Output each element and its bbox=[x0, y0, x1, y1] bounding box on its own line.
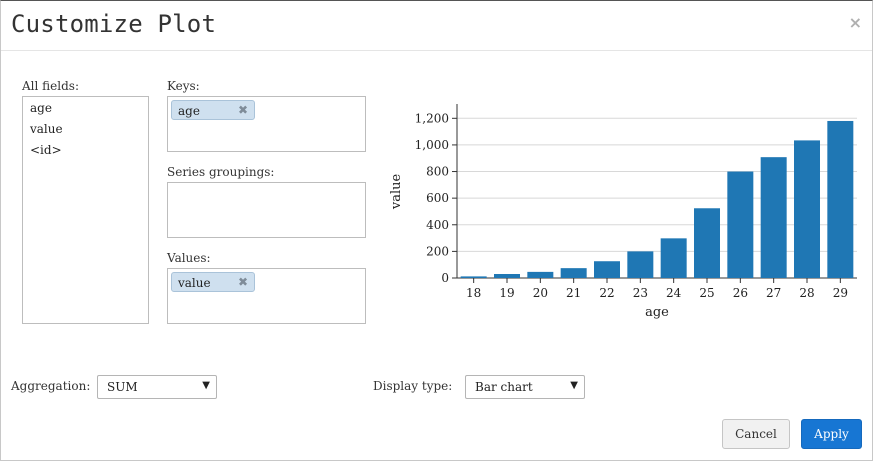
bar bbox=[460, 276, 487, 278]
aggregation-label: Aggregation: bbox=[11, 379, 91, 393]
y-tick-label: 0 bbox=[441, 271, 449, 285]
chevron-down-icon: ▼ bbox=[202, 380, 210, 391]
y-tick-label: 200 bbox=[426, 244, 449, 258]
chip-label: age bbox=[178, 104, 200, 118]
chip-label: value bbox=[178, 276, 211, 290]
close-icon[interactable]: × bbox=[848, 13, 862, 32]
apply-button[interactable]: Apply bbox=[801, 419, 862, 449]
field-item-id[interactable]: <id> bbox=[30, 143, 62, 157]
bar bbox=[827, 120, 854, 278]
series-groupings-dropzone[interactable] bbox=[167, 182, 366, 238]
x-tick-label: 19 bbox=[499, 286, 514, 300]
chevron-down-icon: ▼ bbox=[570, 380, 578, 391]
x-tick-label: 20 bbox=[533, 286, 548, 300]
keys-chip-age[interactable]: age ✖ bbox=[171, 100, 255, 120]
x-tick-label: 23 bbox=[633, 286, 648, 300]
dialog-header: Customize Plot × bbox=[1, 1, 872, 51]
display-type-select[interactable]: Bar chart ▼ bbox=[465, 375, 585, 399]
bar bbox=[727, 171, 754, 278]
bar bbox=[760, 157, 787, 278]
y-tick-label: 1,000 bbox=[415, 138, 449, 152]
field-item-age[interactable]: age bbox=[30, 101, 52, 115]
remove-icon[interactable]: ✖ bbox=[237, 275, 248, 289]
series-groupings-label: Series groupings: bbox=[167, 165, 275, 179]
bar bbox=[594, 261, 620, 278]
remove-icon[interactable]: ✖ bbox=[237, 103, 248, 117]
x-tick-label: 29 bbox=[833, 286, 848, 300]
all-fields-list[interactable]: age value <id> bbox=[22, 96, 149, 324]
cancel-button[interactable]: Cancel bbox=[722, 419, 790, 449]
y-tick-label: 800 bbox=[426, 165, 449, 179]
bar bbox=[694, 208, 720, 278]
values-chip-value[interactable]: value ✖ bbox=[171, 272, 255, 292]
bar bbox=[627, 251, 654, 278]
bar bbox=[494, 274, 520, 278]
y-tick-label: 400 bbox=[426, 218, 449, 232]
dialog-title: Customize Plot bbox=[11, 10, 217, 38]
bar bbox=[560, 268, 587, 278]
keys-dropzone[interactable]: age ✖ bbox=[167, 96, 366, 152]
x-tick-label: 26 bbox=[733, 286, 748, 300]
bar bbox=[660, 238, 687, 278]
bar bbox=[527, 271, 554, 278]
values-label: Values: bbox=[167, 251, 211, 265]
y-tick-label: 1,200 bbox=[415, 111, 449, 125]
all-fields-label: All fields: bbox=[22, 79, 79, 93]
display-type-value: Bar chart bbox=[475, 380, 533, 394]
x-tick-label: 21 bbox=[566, 286, 581, 300]
field-item-value[interactable]: value bbox=[30, 122, 63, 136]
bar-chart: 0 200 400 600 800 1,000 1,200 18 19 20 21 22 23 24 25 2… bbox=[389, 104, 857, 320]
y-tick-label: 600 bbox=[426, 191, 449, 205]
x-axis-label: age bbox=[645, 305, 669, 320]
display-type-label: Display type: bbox=[373, 379, 453, 393]
x-tick-label: 28 bbox=[799, 286, 814, 300]
x-tick-label: 25 bbox=[699, 286, 714, 300]
x-tick-label: 18 bbox=[466, 286, 481, 300]
x-tick-label: 22 bbox=[599, 286, 614, 300]
x-tick-label: 27 bbox=[766, 286, 781, 300]
y-axis-label: value bbox=[389, 174, 404, 211]
keys-label: Keys: bbox=[167, 79, 200, 93]
aggregation-select[interactable]: SUM ▼ bbox=[97, 375, 217, 399]
x-tick-label: 24 bbox=[666, 286, 682, 300]
values-dropzone[interactable]: value ✖ bbox=[167, 268, 366, 324]
bar bbox=[794, 140, 820, 278]
aggregation-value: SUM bbox=[107, 380, 138, 394]
